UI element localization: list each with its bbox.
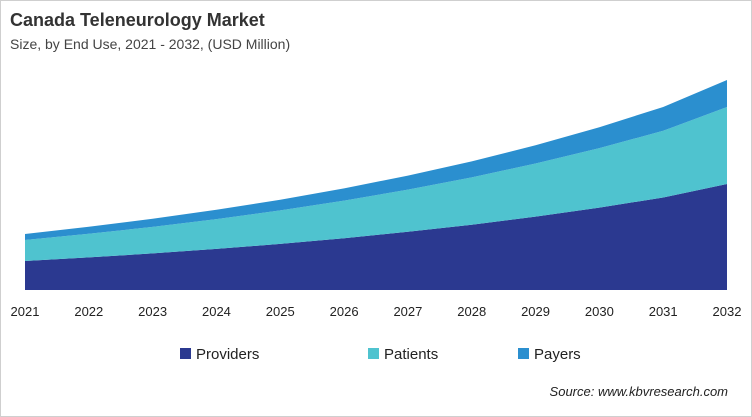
- area-patients: [25, 107, 727, 261]
- legend-swatch-payers: [518, 348, 529, 359]
- chart-title: Canada Teleneurology Market: [10, 10, 265, 30]
- x-tick-label: 2024: [202, 304, 231, 319]
- x-tick-label: 2029: [521, 304, 550, 319]
- source-note: Source: www.kbvresearch.com: [549, 384, 728, 399]
- legend-swatch-patients: [368, 348, 379, 359]
- area-providers: [25, 184, 727, 290]
- x-tick-label: 2026: [330, 304, 359, 319]
- x-tick-label: 2031: [649, 304, 678, 319]
- x-tick-label: 2025: [266, 304, 295, 319]
- x-tick-label: 2030: [585, 304, 614, 319]
- legend-swatch-providers: [180, 348, 191, 359]
- x-tick-label: 2023: [138, 304, 167, 319]
- legend-label-providers: Providers: [196, 346, 259, 363]
- x-tick-label: 2027: [393, 304, 422, 319]
- legend-label-payers: Payers: [534, 346, 581, 363]
- x-tick-label: 2028: [457, 304, 486, 319]
- legend-label-patients: Patients: [384, 346, 438, 363]
- x-tick-label: 2022: [74, 304, 103, 319]
- x-tick-label: 2032: [713, 304, 742, 319]
- x-tick-label: 2021: [11, 304, 40, 319]
- chart-subtitle: Size, by End Use, 2021 - 2032, (USD Mill…: [10, 36, 291, 52]
